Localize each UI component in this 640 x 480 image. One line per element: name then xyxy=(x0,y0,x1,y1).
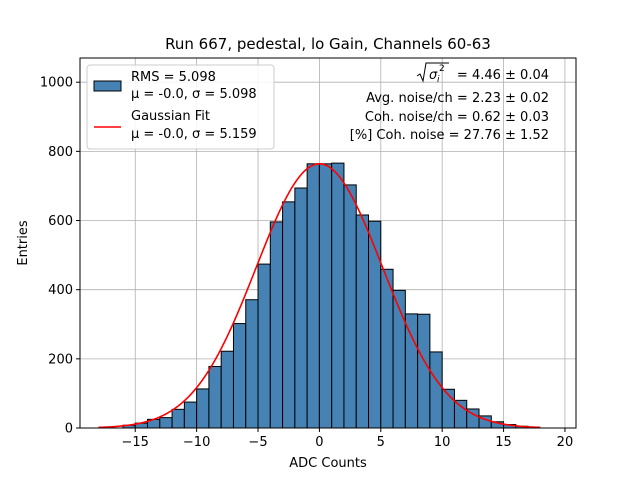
histogram-bar-9 xyxy=(232,323,247,429)
x-tick-label-0: −15 xyxy=(122,435,149,450)
histogram-bar-14 xyxy=(294,187,308,429)
histogram-bar-19 xyxy=(355,214,370,429)
x-tick-label-5: 10 xyxy=(434,435,451,450)
x-tick-label-4: 5 xyxy=(377,435,385,450)
histogram-bar-7 xyxy=(208,365,222,429)
legend-entry-1-line2: μ = -0.0, σ = 5.098 xyxy=(131,87,257,102)
y-tick-label-4: 800 xyxy=(48,145,73,160)
plot-area-frame xyxy=(79,57,577,429)
y-axis-ticks: 0 200 400 600 800 1000 xyxy=(40,76,80,437)
histogram-bar-23 xyxy=(404,313,419,429)
y-axis-label: Entries xyxy=(16,220,31,266)
histogram-bar-13 xyxy=(282,201,296,429)
histogram-bar-3 xyxy=(159,417,173,429)
histogram-bar-6 xyxy=(196,388,210,429)
histogram-bar-16 xyxy=(318,163,333,429)
histogram-bar-20 xyxy=(368,220,382,429)
histogram-bar-25 xyxy=(429,351,443,429)
histogram-bar-22 xyxy=(392,289,406,429)
svg-text:σ: σ xyxy=(429,68,438,83)
y-tick-label-2: 400 xyxy=(48,283,73,298)
y-tick-label-0: 0 xyxy=(65,422,73,437)
sigma-value: = 4.46 ± 0.04 xyxy=(457,68,549,83)
percent-coherent-noise: [%] Coh. noise = 27.76 ± 1.52 xyxy=(350,128,549,143)
histogram-bar-18 xyxy=(343,184,357,429)
chart-title: Run 667, pedestal, lo Gain, Channels 60-… xyxy=(165,35,491,53)
histogram-bar-4 xyxy=(171,408,185,429)
histogram-bar-15 xyxy=(306,163,320,429)
legend-entry-2-line1: Gaussian Fit xyxy=(131,109,210,124)
svg-text:2: 2 xyxy=(439,64,445,74)
histogram-bar-17 xyxy=(331,162,345,429)
y-tick-label-3: 600 xyxy=(48,214,73,229)
legend-entry-2-line2: μ = -0.0, σ = 5.159 xyxy=(131,127,257,142)
svg-text:i: i xyxy=(437,75,440,85)
x-axis-label: ADC Counts xyxy=(289,456,367,471)
x-tick-label-7: 20 xyxy=(557,435,574,450)
histogram-bar-27 xyxy=(453,399,468,429)
legend-swatch-histogram xyxy=(93,80,122,92)
noise-annotations: σ i 2 = 4.46 ± 0.04 Avg. noise/ch = 2.23… xyxy=(350,62,549,143)
x-tick-label-3: 0 xyxy=(315,435,323,450)
histogram-bar-12 xyxy=(269,221,284,429)
histogram-bar-5 xyxy=(183,401,198,429)
histogram-bar-11 xyxy=(257,263,271,429)
y-tick-label-1: 200 xyxy=(48,352,73,367)
histogram-bar-10 xyxy=(245,299,259,429)
histogram-bar-24 xyxy=(417,313,431,429)
x-axis-ticks: −15 −10 −5 0 5 10 15 20 xyxy=(122,428,574,450)
legend-frame xyxy=(86,64,275,150)
x-tick-label-1: −10 xyxy=(183,435,210,450)
sigma-squared-symbol: σ i 2 xyxy=(416,62,449,85)
coherent-noise-per-channel: Coh. noise/ch = 0.62 ± 0.03 xyxy=(365,110,549,125)
x-tick-label-6: 15 xyxy=(495,435,512,450)
x-tick-label-2: −5 xyxy=(248,435,267,450)
histogram-bar-21 xyxy=(380,268,394,429)
avg-noise-per-channel: Avg. noise/ch = 2.23 ± 0.02 xyxy=(366,91,549,106)
legend-entry-1-line1: RMS = 5.098 xyxy=(131,70,216,85)
y-tick-label-5: 1000 xyxy=(40,76,73,91)
histogram-bar-8 xyxy=(220,350,234,429)
gaussian-fit-curve xyxy=(98,163,541,429)
legend: RMS = 5.098 μ = -0.0, σ = 5.098 Gaussian… xyxy=(86,64,275,150)
